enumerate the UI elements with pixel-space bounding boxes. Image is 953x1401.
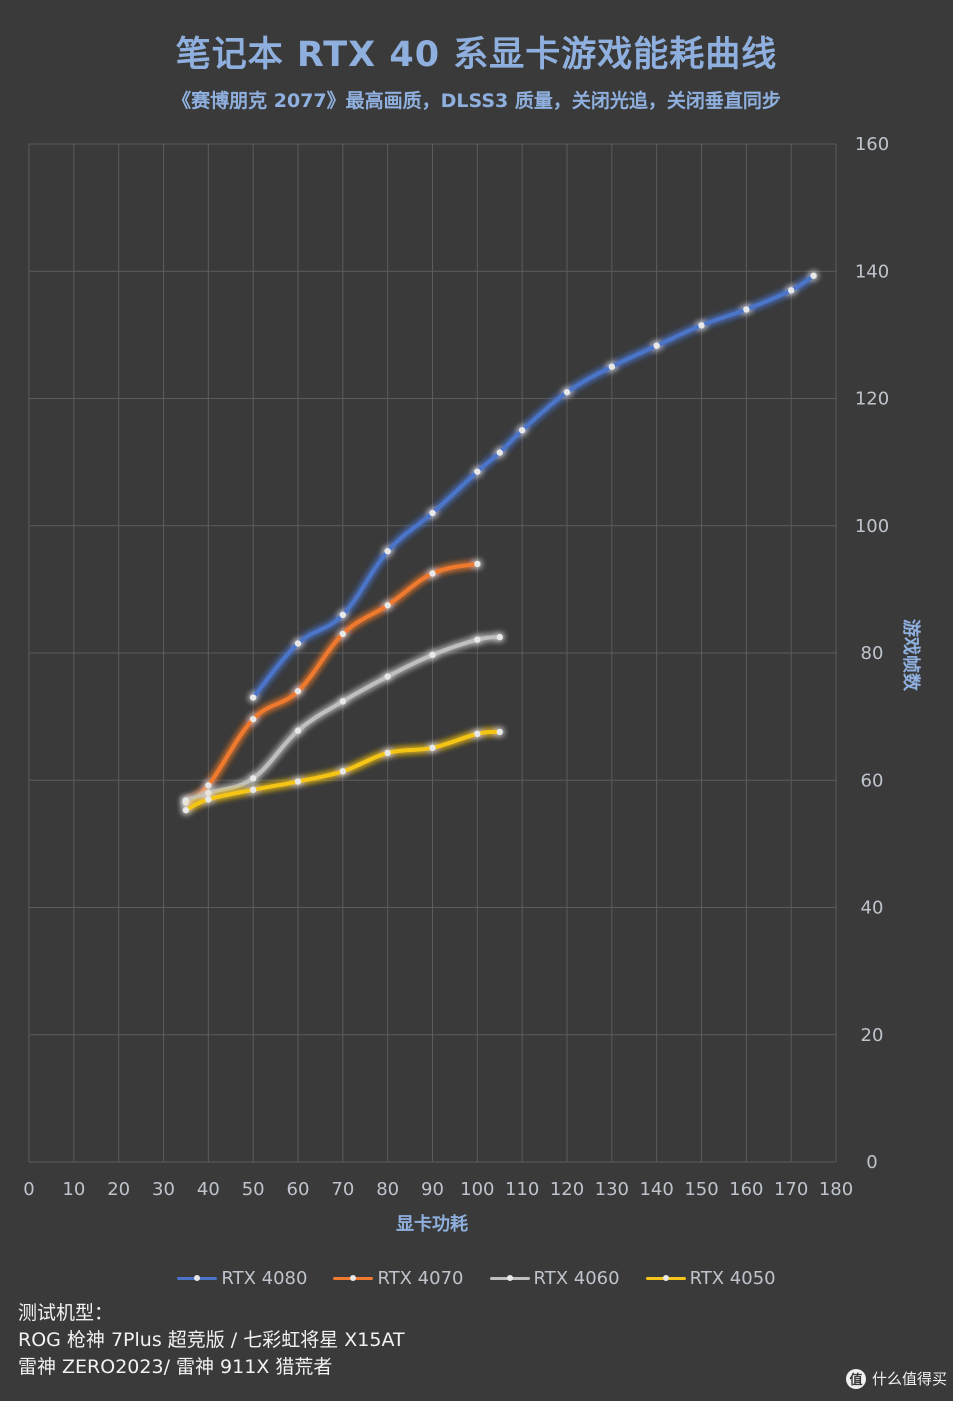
data-point-rtx-4060 (205, 789, 212, 797)
chart-title: 笔记本 RTX 40 系显卡游戏能耗曲线 (175, 35, 778, 75)
legend-swatch (645, 1275, 686, 1281)
legend-item-rtx-4080: RTX 4080 (177, 1268, 307, 1289)
x-tick-label: 150 (684, 1179, 718, 1200)
data-point-rtx-4070 (429, 570, 436, 577)
footnote-line: ROG 枪神 7Plus 超竞版 / 七彩虹将星 X15AT (18, 1329, 405, 1351)
data-point-rtx-4050 (429, 744, 436, 752)
data-point-rtx-4060 (496, 633, 503, 641)
series-rtx-4070 (182, 560, 481, 806)
data-point-rtx-4050 (205, 796, 212, 803)
series-line-rtx-4080 (251, 273, 816, 700)
x-tick-label: 60 (287, 1179, 310, 1200)
x-tick-label: 110 (505, 1179, 539, 1200)
data-point-rtx-4080 (743, 306, 750, 313)
data-point-rtx-4080 (653, 342, 660, 349)
x-axis-label: 显卡功耗 (396, 1214, 468, 1235)
data-point-rtx-4050 (474, 730, 481, 738)
data-point-rtx-4050 (294, 778, 302, 785)
x-tick-label: 140 (639, 1179, 673, 1200)
data-point-rtx-4050 (249, 786, 257, 793)
x-tick-label: 50 (242, 1179, 265, 1200)
data-point-rtx-4060 (474, 636, 481, 643)
x-tick-label: 0 (23, 1179, 34, 1200)
data-point-rtx-4070 (205, 782, 212, 789)
data-point-rtx-4080 (384, 548, 391, 555)
y-tick-label: 0 (866, 1152, 877, 1173)
legend-swatch (489, 1275, 530, 1281)
x-tick-label: 30 (152, 1179, 175, 1200)
y-tick-label: 80 (861, 643, 884, 664)
watermark-text: 什么值得买 (872, 1370, 948, 1388)
zhihu-circle-icon: 值 (846, 1368, 866, 1389)
data-point-rtx-4060 (384, 673, 391, 680)
legend-swatch (333, 1275, 374, 1281)
data-point-rtx-4050 (496, 728, 503, 736)
series-rtx-4050 (182, 728, 503, 814)
legend-label: RTX 4070 (377, 1268, 464, 1289)
series-rtx-4060 (182, 633, 503, 804)
series-line-rtx-4070 (183, 561, 480, 805)
data-point-rtx-4080 (294, 640, 302, 647)
data-point-rtx-4060 (339, 698, 347, 705)
data-point-rtx-4050 (384, 749, 391, 757)
y-tick-label: 160 (855, 134, 889, 155)
chart-legend: RTX 4080 RTX 4070 RTX 4060 RTX 4050 (0, 1268, 953, 1289)
legend-item-rtx-4050: RTX 4050 (645, 1268, 776, 1289)
legend-item-rtx-4060: RTX 4060 (489, 1268, 620, 1289)
legend-item-rtx-4070: RTX 4070 (333, 1268, 464, 1289)
data-point-rtx-4080 (810, 272, 817, 279)
data-point-rtx-4060 (182, 797, 190, 804)
data-point-rtx-4080 (563, 388, 571, 396)
data-point-rtx-4060 (429, 651, 436, 659)
data-point-rtx-4080 (339, 611, 347, 619)
x-tick-label: 120 (550, 1179, 584, 1200)
legend-label: RTX 4050 (689, 1268, 776, 1289)
test-machines-note: 测试机型： ROG 枪神 7Plus 超竞版 / 七彩虹将星 X15AT 雷神 … (18, 1300, 405, 1381)
x-tick-label: 170 (774, 1179, 808, 1200)
chart-subtitle: 《赛博朋克 2077》最高画质，DLSS3 质量，关闭光追，关闭垂直同步 (172, 90, 781, 112)
x-tick-label: 80 (376, 1179, 399, 1200)
data-point-rtx-4070 (294, 687, 302, 695)
data-point-rtx-4080 (429, 509, 436, 517)
legend-swatch (177, 1275, 218, 1281)
series-rtx-4080 (249, 272, 817, 701)
footnote-line: 雷神 ZERO2023/ 雷神 911X 猎荒者 (18, 1356, 333, 1378)
data-point-rtx-4070 (474, 560, 481, 568)
data-point-rtx-4060 (249, 775, 257, 782)
data-point-rtx-4080 (698, 322, 705, 329)
x-tick-label: 180 (819, 1179, 853, 1200)
data-point-rtx-4050 (339, 768, 347, 775)
data-point-rtx-4060 (294, 727, 302, 734)
y-tick-label: 40 (861, 898, 884, 919)
y-tick-label: 20 (861, 1025, 884, 1046)
x-tick-label: 20 (107, 1179, 130, 1200)
data-point-rtx-4080 (496, 449, 503, 456)
x-tick-label: 10 (62, 1179, 85, 1200)
data-point-rtx-4080 (787, 287, 795, 294)
x-tick-label: 100 (460, 1179, 494, 1200)
legend-label: RTX 4060 (533, 1268, 620, 1289)
watermark: 值 什么值得买 (846, 1368, 947, 1389)
y-tick-label: 60 (861, 770, 884, 791)
data-point-rtx-4080 (518, 427, 526, 434)
legend-label: RTX 4080 (221, 1268, 308, 1289)
data-point-rtx-4080 (474, 468, 481, 475)
x-tick-label: 130 (595, 1179, 629, 1200)
data-point-rtx-4080 (608, 363, 616, 370)
y-tick-label: 100 (855, 516, 889, 537)
data-point-rtx-4070 (339, 630, 347, 638)
data-point-rtx-4080 (249, 694, 257, 701)
y-tick-label: 140 (855, 261, 889, 282)
y-tick-label: 120 (855, 389, 889, 410)
data-point-rtx-4070 (249, 715, 257, 723)
data-point-rtx-4070 (384, 602, 391, 609)
x-tick-label: 40 (197, 1179, 220, 1200)
data-point-rtx-4050 (182, 806, 190, 814)
footnote-line: 测试机型： (18, 1302, 114, 1324)
x-tick-label: 160 (729, 1179, 763, 1200)
x-tick-label: 70 (331, 1179, 354, 1200)
x-tick-label: 90 (421, 1179, 444, 1200)
